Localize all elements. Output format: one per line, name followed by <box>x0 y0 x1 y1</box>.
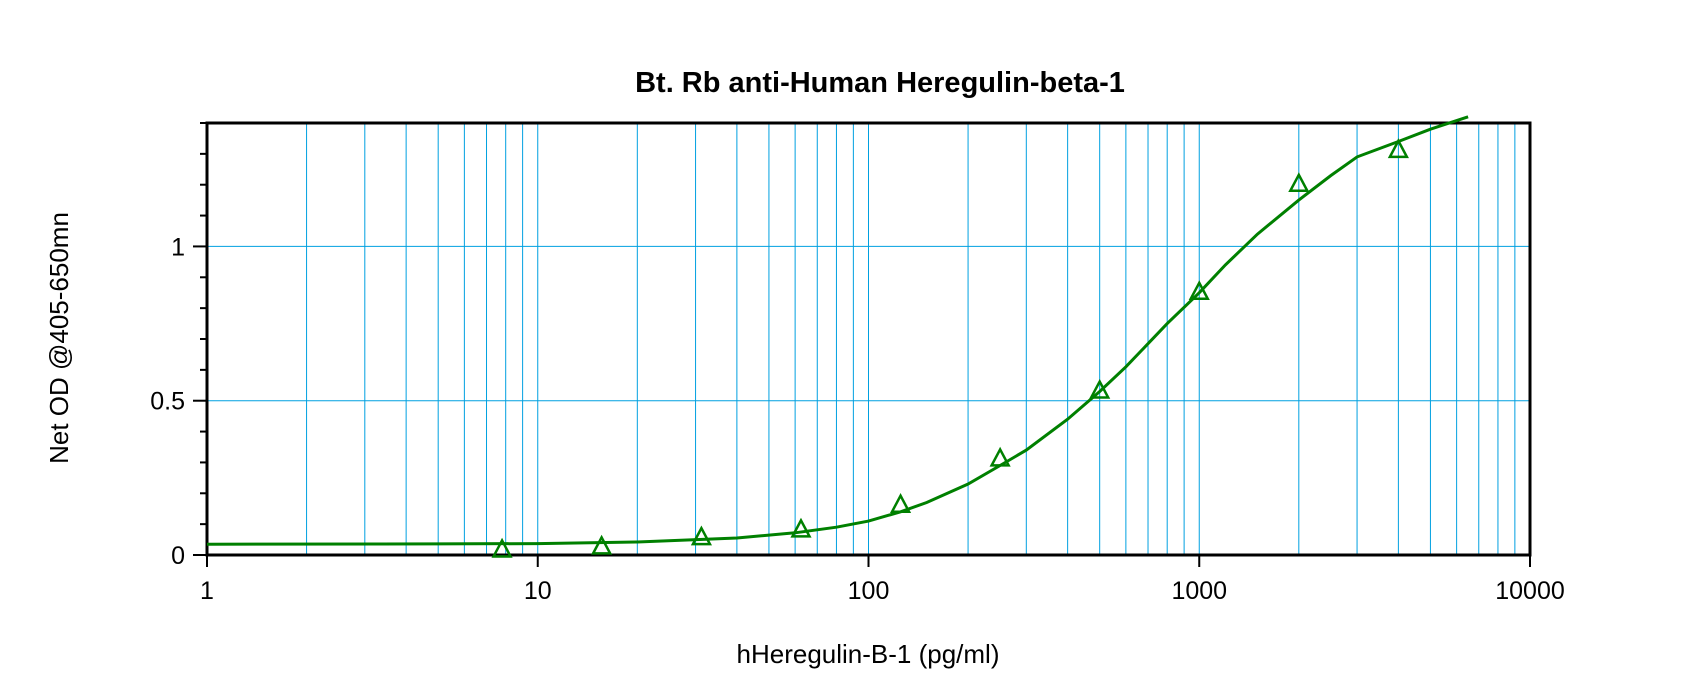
data-point <box>889 493 912 513</box>
x-tick-label: 1000 <box>1171 577 1227 605</box>
y-tick-label: 0 <box>171 542 185 570</box>
data-point <box>1188 280 1210 301</box>
grid-lines <box>207 123 1530 555</box>
data-point <box>690 525 713 546</box>
data-point <box>1387 138 1409 159</box>
data-point <box>491 537 513 558</box>
chart-title: Bt. Rb anti-Human Heregulin-beta-1 <box>635 67 1125 99</box>
x-tick-label: 1 <box>200 577 214 605</box>
x-axis-label: hHeregulin-B-1 (pg/ml) <box>737 639 1000 669</box>
fit-curve <box>206 115 1469 546</box>
data-point <box>989 446 1011 467</box>
data-point <box>591 534 613 555</box>
y-tick-label: 1 <box>171 233 185 261</box>
x-tick-label: 10000 <box>1495 577 1565 605</box>
data-points <box>491 138 1409 558</box>
y-tick-labels: 00.51 <box>150 233 185 570</box>
data-point <box>790 517 812 538</box>
y-tick-label: 0.5 <box>150 388 185 416</box>
y-minor-ticks <box>193 122 1531 567</box>
data-point <box>1089 378 1111 399</box>
y-axis-label: Net OD @405-650mn <box>44 212 74 464</box>
data-point <box>1288 172 1310 193</box>
x-tick-label: 100 <box>848 577 890 605</box>
plot-area <box>205 121 1532 557</box>
x-tick-label: 10 <box>524 577 552 605</box>
x-tick-labels: 1 10 100 1000 10000 <box>200 577 1565 605</box>
